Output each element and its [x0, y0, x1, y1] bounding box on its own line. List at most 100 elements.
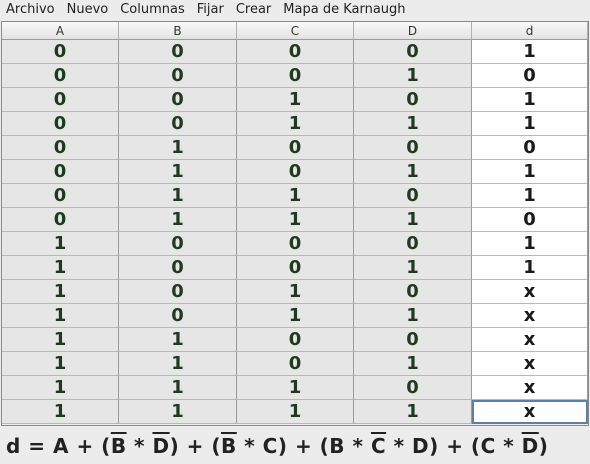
input-cell[interactable]: 0 [119, 232, 237, 256]
input-cell[interactable]: 1 [354, 352, 472, 376]
input-cell[interactable]: 1 [354, 160, 472, 184]
input-cell[interactable]: 0 [237, 352, 354, 376]
input-cell[interactable]: 0 [237, 40, 354, 64]
output-cell[interactable]: x [472, 376, 588, 400]
input-cell[interactable]: 0 [119, 88, 237, 112]
input-cell[interactable]: 0 [237, 328, 354, 352]
input-cell[interactable]: 1 [119, 184, 237, 208]
input-cell[interactable]: 0 [119, 112, 237, 136]
input-cell[interactable]: 1 [237, 304, 354, 328]
input-cell[interactable]: 0 [2, 88, 119, 112]
input-cell[interactable]: 0 [119, 256, 237, 280]
input-cell[interactable]: 1 [237, 88, 354, 112]
input-cell[interactable]: 1 [354, 400, 472, 424]
input-cell[interactable]: 0 [2, 184, 119, 208]
input-cell[interactable]: 0 [2, 160, 119, 184]
input-cell[interactable]: 1 [119, 208, 237, 232]
input-cell[interactable]: 0 [354, 184, 472, 208]
formula-segment: ) + ( [169, 434, 222, 458]
output-cell[interactable]: x [472, 352, 588, 376]
input-cell[interactable]: 0 [237, 256, 354, 280]
input-cell[interactable]: 0 [237, 232, 354, 256]
output-cell[interactable]: 0 [472, 136, 588, 160]
input-cell[interactable]: 1 [2, 352, 119, 376]
input-cell[interactable]: 0 [237, 136, 354, 160]
input-cell[interactable]: 1 [237, 400, 354, 424]
menu-mapa-karnaugh[interactable]: Mapa de Karnaugh [283, 2, 406, 17]
input-cell[interactable]: 1 [237, 280, 354, 304]
input-cell[interactable]: 0 [2, 208, 119, 232]
menu-columnas[interactable]: Columnas [120, 2, 185, 17]
input-cell[interactable]: 0 [354, 376, 472, 400]
formula-segment: B [110, 434, 127, 458]
input-cell[interactable]: 1 [237, 112, 354, 136]
input-cell[interactable]: 0 [119, 280, 237, 304]
output-cell[interactable]: 1 [472, 232, 588, 256]
output-cell[interactable]: x [472, 304, 588, 328]
output-cell[interactable]: x [472, 280, 588, 304]
input-cell[interactable]: 0 [354, 88, 472, 112]
input-cell[interactable]: 1 [2, 280, 119, 304]
input-cell[interactable]: 0 [354, 40, 472, 64]
input-cell[interactable]: 1 [354, 112, 472, 136]
output-cell[interactable]: 1 [472, 256, 588, 280]
output-cell[interactable]: 1 [472, 112, 588, 136]
output-cell[interactable]: 1 [472, 184, 588, 208]
input-cell[interactable]: 0 [119, 304, 237, 328]
input-cell[interactable]: 1 [2, 328, 119, 352]
column-header-output[interactable]: d [472, 22, 588, 40]
menu-fijar[interactable]: Fijar [196, 2, 224, 17]
output-cell[interactable]: x [472, 328, 588, 352]
simplified-expression: d = A + (B * D) + (B * C) + (B * C * D) … [6, 430, 548, 462]
input-cell[interactable]: 1 [119, 328, 237, 352]
input-cell[interactable]: 0 [354, 328, 472, 352]
formula-segment: D [152, 434, 170, 458]
input-cell[interactable]: 1 [119, 376, 237, 400]
column-header-c[interactable]: C [237, 22, 354, 40]
input-cell[interactable]: 1 [2, 256, 119, 280]
output-cell[interactable]: 0 [472, 208, 588, 232]
input-cell[interactable]: 0 [354, 232, 472, 256]
formula-segment: * [126, 434, 153, 458]
menu-crear[interactable]: Crear [235, 2, 272, 17]
input-cell[interactable]: 1 [119, 352, 237, 376]
input-cell[interactable]: 1 [2, 232, 119, 256]
input-cell[interactable]: 0 [354, 136, 472, 160]
input-cell[interactable]: 1 [354, 256, 472, 280]
menu-nuevo[interactable]: Nuevo [66, 2, 109, 17]
output-cell[interactable]: 1 [472, 160, 588, 184]
input-cell[interactable]: 1 [119, 160, 237, 184]
output-cell[interactable]: x [472, 400, 588, 424]
output-cell[interactable]: 0 [472, 64, 588, 88]
input-cell[interactable]: 1 [354, 64, 472, 88]
input-cell[interactable]: 1 [2, 304, 119, 328]
formula-segment: d = A + ( [6, 434, 111, 458]
output-cell[interactable]: 1 [472, 40, 588, 64]
input-cell[interactable]: 0 [119, 40, 237, 64]
input-cell[interactable]: 1 [2, 400, 119, 424]
input-cell[interactable]: 0 [354, 280, 472, 304]
input-cell[interactable]: 0 [119, 64, 237, 88]
input-cell[interactable]: 1 [354, 304, 472, 328]
input-cell[interactable]: 1 [119, 136, 237, 160]
input-cell[interactable]: 1 [237, 208, 354, 232]
column-header-d[interactable]: D [354, 22, 472, 40]
input-cell[interactable]: 0 [237, 64, 354, 88]
input-cell[interactable]: 0 [237, 160, 354, 184]
menu-archivo[interactable]: Archivo [6, 2, 55, 17]
input-cell[interactable]: 1 [237, 184, 354, 208]
input-cell[interactable]: 1 [119, 400, 237, 424]
input-cell[interactable]: 1 [237, 376, 354, 400]
output-cell[interactable]: 1 [472, 88, 588, 112]
input-cell[interactable]: 0 [2, 136, 119, 160]
input-cell[interactable]: 0 [2, 64, 119, 88]
input-cell[interactable]: 0 [2, 112, 119, 136]
input-cell[interactable]: 1 [2, 376, 119, 400]
input-cell[interactable]: 1 [354, 208, 472, 232]
column-header-a[interactable]: A [2, 22, 119, 40]
column-header-b[interactable]: B [119, 22, 237, 40]
input-cell[interactable]: 0 [2, 40, 119, 64]
